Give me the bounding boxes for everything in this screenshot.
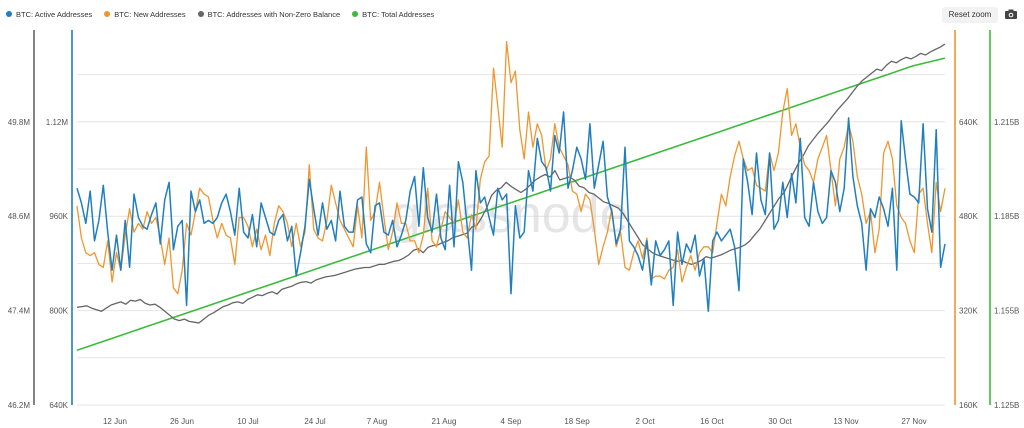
- series-lines: [76, 41, 946, 352]
- x-tick-label: 24 Jul: [304, 417, 326, 426]
- y-tick-total: 1.125B: [994, 401, 1019, 410]
- y-tick-active: 800K: [49, 307, 68, 316]
- legend-item-total[interactable]: BTC: Total Addresses: [352, 10, 434, 19]
- legend-dot-total: [352, 11, 359, 17]
- chart-legend: BTC: Active Addresses BTC: New Addresses…: [6, 6, 434, 22]
- legend-label-nonzero: BTC: Addresses with Non-Zero Balance: [207, 9, 341, 19]
- legend-item-nonzero[interactable]: BTC: Addresses with Non-Zero Balance: [197, 9, 341, 19]
- camera-icon[interactable]: [1004, 7, 1018, 21]
- y-tick-nonzero: 48.6M: [8, 212, 31, 221]
- legend-dot-nonzero: [197, 11, 204, 17]
- legend-label-new: BTC: New Addresses: [114, 9, 186, 19]
- x-tick-label: 21 Aug: [432, 417, 457, 426]
- reset-zoom-button[interactable]: Reset zoom: [942, 7, 998, 23]
- y-tick-active: 1.12M: [46, 118, 69, 127]
- grid-lines: [77, 74, 945, 406]
- y-tick-total: 1.215B: [994, 118, 1019, 127]
- series-line-new: [76, 41, 946, 295]
- series-line-nonzero: [76, 43, 946, 324]
- x-tick-label: 30 Oct: [768, 417, 792, 426]
- x-tick-label: 27 Nov: [901, 417, 926, 426]
- x-tick-label: 18 Sep: [564, 417, 590, 426]
- y-tick-new: 320K: [959, 307, 978, 316]
- legend-dot-active: [6, 11, 12, 17]
- x-tick-label: 16 Oct: [700, 417, 724, 426]
- y-tick-total: 1.185B: [994, 212, 1019, 221]
- legend-dot-new: [104, 11, 111, 17]
- legend-item-active[interactable]: BTC: Active Addresses: [6, 10, 92, 19]
- y-tick-nonzero: 49.8M: [8, 118, 31, 127]
- x-tick-label: 4 Sep: [501, 417, 522, 426]
- legend-label-active: BTC: Active Addresses: [16, 9, 93, 19]
- x-tick-label: 10 Jul: [237, 417, 259, 426]
- y-tick-new: 160K: [959, 401, 978, 410]
- y-tick-nonzero: 46.2M: [8, 401, 31, 410]
- x-tick-label: 13 Nov: [833, 417, 858, 426]
- series-line-total: [76, 57, 946, 352]
- tick-labels: 46.2M 47.4M 48.6M 49.8M 640K 800K 960K 1.12M 160…: [8, 118, 1020, 426]
- series-line-active: [76, 111, 946, 313]
- y-tick-new: 480K: [959, 212, 978, 221]
- y-tick-new: 640K: [959, 118, 978, 127]
- y-tick-active: 960K: [49, 212, 68, 221]
- legend-label-total: BTC: Total Addresses: [362, 9, 435, 19]
- axes: [33, 30, 991, 405]
- y-tick-total: 1.155B: [994, 307, 1019, 316]
- x-tick-label: 26 Jun: [170, 417, 194, 426]
- x-tick-label: 12 Jun: [103, 417, 127, 426]
- x-tick-label: 2 Oct: [635, 417, 655, 426]
- x-tick-label: 7 Aug: [367, 417, 387, 426]
- legend-item-new[interactable]: BTC: New Addresses: [104, 9, 186, 19]
- y-tick-active: 640K: [49, 401, 68, 410]
- y-tick-nonzero: 47.4M: [8, 307, 31, 316]
